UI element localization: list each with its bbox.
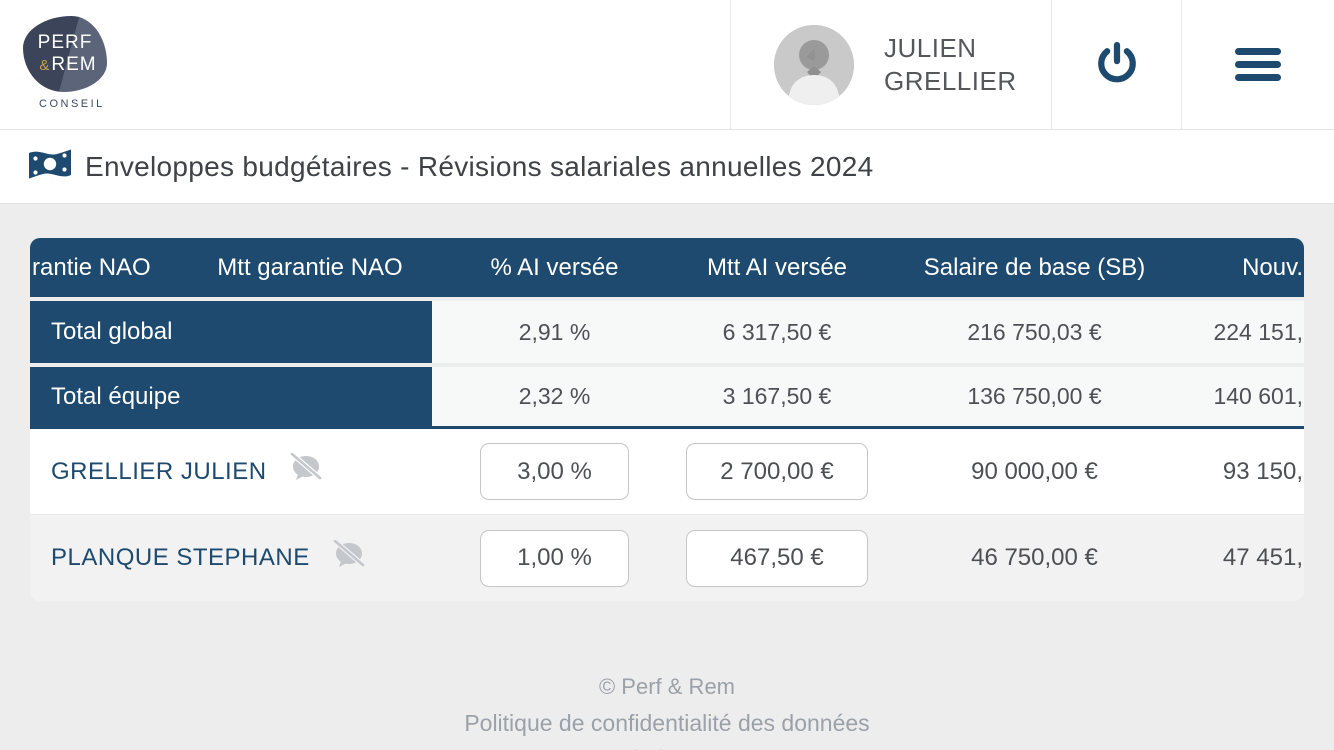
power-section (1052, 0, 1182, 129)
pct-ai-input[interactable] (480, 529, 629, 587)
footer-terms-link[interactable]: Conditions générales d'utilisation (0, 746, 1334, 750)
menu-section (1182, 0, 1334, 129)
top-header: PERF &REM CONSEIL JULIEN GRELLIER (0, 0, 1334, 130)
table-row-employee: GRELLIER JULIEN 90 000,00 € 93 150, (30, 429, 1304, 515)
employee-nouv: 47 451, (1222, 544, 1303, 571)
employee-salaire-base: 46 750,00 € (971, 544, 1098, 571)
budget-table: rantie NAO Mtt garantie NAO % AI versée … (30, 238, 1304, 601)
table-header-row: rantie NAO Mtt garantie NAO % AI versée … (30, 238, 1304, 297)
mtt-ai-input-cell (677, 529, 877, 587)
total-equipe-salaire-base: 136 750,00 € (967, 383, 1102, 409)
logo-blob: PERF &REM (23, 16, 107, 92)
pct-ai-input-cell (432, 529, 677, 587)
employee-cell: PLANQUE STEPHANE (30, 538, 432, 577)
employee-nouv: 93 150, (1222, 457, 1303, 485)
total-equipe-pct-ai: 2,32 % (518, 383, 591, 409)
table-row-employee: PLANQUE STEPHANE 46 750,00 € 47 451, (30, 515, 1304, 601)
user-last-name: GRELLIER (884, 65, 1017, 96)
comment-slash-icon[interactable] (289, 452, 323, 490)
mtt-ai-input[interactable] (686, 529, 868, 587)
col-header-mtt-garantie-nao: Mtt garantie NAO (217, 253, 403, 281)
col-header-garantie-nao: rantie NAO (32, 253, 151, 281)
total-equipe-label: Total équipe (30, 367, 432, 426)
table-row-total-global: Total global 2,91 % 6 317,50 € 216 750,0… (30, 301, 1304, 363)
logout-power-button[interactable] (1095, 41, 1139, 88)
app-logo: PERF &REM CONSEIL (0, 0, 730, 129)
logo-subtitle: CONSEIL (39, 98, 105, 110)
employee-name: GRELLIER JULIEN (51, 457, 267, 485)
user-profile[interactable]: JULIEN GRELLIER (730, 0, 1052, 129)
footer-copyright: © Perf & Rem (598, 674, 736, 699)
total-equipe-mtt-ai: 3 167,50 € (722, 383, 832, 409)
page-footer: © Perf & Rem Politique de confidentialit… (0, 674, 1334, 750)
logo-word-rem: &REM (39, 54, 97, 75)
total-global-salaire-base: 216 750,03 € (967, 318, 1102, 345)
user-first-name: JULIEN (884, 33, 977, 64)
employee-cell: GRELLIER JULIEN (30, 452, 432, 490)
logo-word-perf: PERF (37, 32, 93, 53)
col-header-mtt-ai-versee: Mtt AI versée (706, 253, 848, 281)
total-global-nouv: 224 151, (1213, 318, 1303, 345)
logo-ampersand: & (39, 57, 51, 74)
hamburger-icon (1235, 48, 1281, 81)
mtt-ai-input[interactable] (686, 443, 868, 500)
total-equipe-nouv: 140 601, (1213, 383, 1303, 409)
avatar (774, 24, 854, 105)
table-row-total-equipe: Total équipe 2,32 % 3 167,50 € 136 750,0… (30, 367, 1304, 429)
user-name: JULIEN GRELLIER (884, 32, 1017, 96)
money-bill-icon (27, 147, 73, 186)
power-icon (1095, 41, 1139, 88)
employee-salaire-base: 90 000,00 € (971, 457, 1098, 485)
col-header-nouv: Nouv. (1242, 253, 1303, 281)
pct-ai-input-cell (432, 443, 677, 500)
total-global-pct-ai: 2,91 % (518, 318, 591, 345)
col-header-salaire-base: Salaire de base (SB) (923, 253, 1146, 281)
employee-name: PLANQUE STEPHANE (51, 544, 310, 571)
col-header-pct-ai-versee: % AI versée (490, 253, 619, 281)
hamburger-menu-button[interactable] (1235, 48, 1281, 81)
page-title-bar: Enveloppes budgétaires - Révisions salar… (0, 130, 1334, 204)
mtt-ai-input-cell (677, 443, 877, 500)
page-title: Enveloppes budgétaires - Révisions salar… (85, 150, 874, 182)
pct-ai-input[interactable] (480, 443, 629, 500)
comment-slash-icon[interactable] (332, 538, 366, 577)
total-global-mtt-ai: 6 317,50 € (722, 318, 832, 345)
footer-privacy-link[interactable]: Politique de confidentialité des données (464, 710, 870, 736)
total-global-label: Total global (30, 301, 432, 363)
